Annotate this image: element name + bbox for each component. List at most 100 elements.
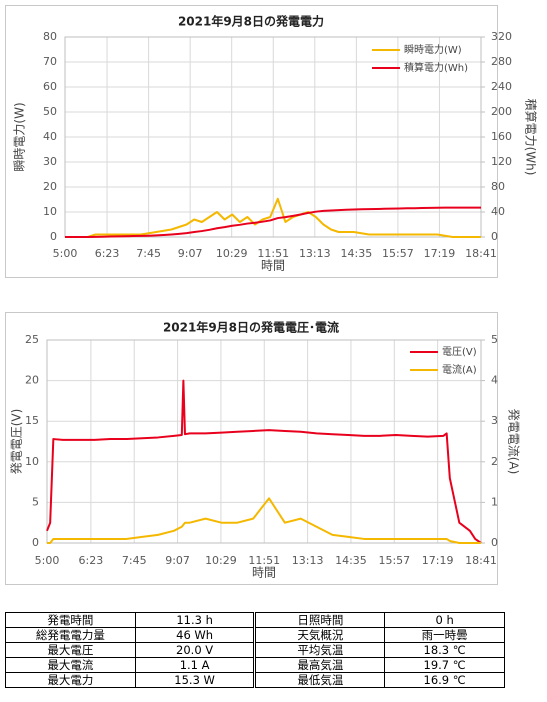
table-cell: 発電時間: [5, 612, 136, 628]
y2-tick-label: 40: [491, 205, 505, 218]
table-cell: 0 h: [384, 612, 505, 628]
table-cell: 最大電力: [5, 672, 136, 688]
table-cell: 最大電圧: [5, 642, 136, 658]
y2-tick-label: 120: [491, 155, 512, 168]
table-cell: 20.0 V: [134, 642, 257, 658]
table-cell: 最低気温: [254, 672, 386, 688]
y-tick-label: 20: [25, 374, 39, 387]
table-cell: 46 Wh: [134, 627, 257, 643]
table-row: 最大電圧 20.0 V 平均気温 18.3 ℃: [5, 642, 505, 658]
y-tick-label: 70: [43, 55, 57, 68]
x-tick-label: 7:45: [136, 247, 161, 260]
table-row: 総発電電力量 46 Wh 天気概況 雨一時曇: [5, 627, 505, 643]
y2-tick-label: 200: [491, 105, 512, 118]
y-tick-label: 80: [43, 30, 57, 43]
x-tick-label: 17:19: [422, 554, 454, 567]
y2-tick-label: 0: [491, 230, 498, 243]
y2-tick-label: 0: [491, 536, 498, 549]
y-axis-label: 発電電圧(V): [10, 409, 24, 475]
x-tick-label: 13:13: [292, 554, 324, 567]
chart-frame: [5, 5, 498, 278]
y2-tick-label: 2: [491, 455, 498, 468]
x-tick-label: 7:45: [122, 554, 147, 567]
table-cell: 日照時間: [254, 612, 386, 628]
y-tick-label: 30: [43, 155, 57, 168]
table-cell: 天気概況: [254, 627, 386, 643]
x-tick-label: 13:13: [299, 247, 331, 260]
y2-tick-label: 1: [491, 495, 498, 508]
y2-axis-label: 積算電力(Wh): [524, 99, 539, 176]
y2-tick-label: 4: [491, 374, 498, 387]
y-tick-label: 15: [25, 414, 39, 427]
x-tick-label: 15:57: [378, 554, 410, 567]
chart-frame: [5, 312, 498, 585]
x-tick-label: 17:19: [424, 247, 456, 260]
plot-frame: [46, 339, 482, 544]
y-tick-label: 25: [25, 333, 39, 346]
x-tick-label: 6:23: [79, 554, 104, 567]
plot-frame: [64, 36, 482, 238]
table-cell: 1.1 A: [134, 657, 257, 673]
legend-label: 電圧(V): [442, 346, 477, 358]
x-axis-label: 時間: [261, 259, 285, 273]
y2-axis-label: 発電電流(A): [507, 409, 521, 475]
y-tick-label: 10: [43, 205, 57, 218]
legend-label: 電流(A): [442, 363, 477, 376]
series-line: [46, 379, 482, 544]
y-tick-label: 0: [50, 230, 57, 243]
x-tick-label: 10:29: [205, 554, 237, 567]
y2-tick-label: 3: [491, 414, 498, 427]
table-row: 発電時間 11.3 h 日照時間 0 h: [5, 612, 505, 628]
y2-tick-label: 5: [491, 333, 498, 346]
summary-table: 発電時間 11.3 h 日照時間 0 h 総発電電力量 46 Wh 天気概況 雨一時曇 最大電圧…: [5, 612, 505, 688]
x-tick-label: 18:41: [465, 247, 497, 260]
x-tick-label: 10:29: [216, 247, 248, 260]
table-cell: 19.7 ℃: [384, 657, 505, 673]
table-cell: 総発電電力量: [5, 627, 136, 643]
y2-tick-label: 280: [491, 55, 512, 68]
table-row: 最大電流 1.1 A 最高気温 19.7 ℃: [5, 657, 505, 673]
table-cell: 最高気温: [254, 657, 386, 673]
chart-title: 2021年9月8日の発電電力: [178, 14, 324, 29]
y-tick-label: 20: [43, 180, 57, 193]
table-row: 最大電力 15.3 W 最低気温 16.9 ℃: [5, 672, 505, 688]
legend-label: 瞬時電力(W): [404, 43, 462, 56]
y-tick-label: 0: [32, 536, 39, 549]
series-line: [65, 197, 481, 238]
y-tick-label: 50: [43, 105, 57, 118]
x-axis-label: 時間: [252, 566, 276, 580]
table-cell: 18.3 ℃: [384, 642, 505, 658]
series-line: [47, 497, 481, 544]
y-tick-label: 5: [32, 495, 39, 508]
x-tick-label: 9:07: [165, 554, 190, 567]
table-cell: 16.9 ℃: [384, 672, 505, 688]
table-cell: 平均気温: [254, 642, 386, 658]
y2-tick-label: 80: [491, 180, 505, 193]
y-tick-label: 40: [43, 130, 57, 143]
y2-tick-label: 240: [491, 80, 512, 93]
x-tick-label: 11:51: [248, 554, 280, 567]
x-tick-label: 5:00: [35, 554, 60, 567]
y-tick-label: 10: [25, 455, 39, 468]
chart-title: 2021年9月8日の発電電圧･電流: [163, 320, 339, 335]
y2-tick-label: 320: [491, 30, 512, 43]
table-cell: 雨一時曇: [384, 627, 505, 643]
y2-tick-label: 160: [491, 130, 512, 143]
x-tick-label: 11:51: [257, 247, 289, 260]
table-cell: 11.3 h: [134, 612, 257, 628]
y-axis-label: 瞬時電力(W): [13, 102, 27, 171]
y-tick-label: 60: [43, 80, 57, 93]
table-cell: 最大電流: [5, 657, 136, 673]
table-cell: 15.3 W: [134, 672, 257, 688]
x-tick-label: 14:35: [335, 554, 367, 567]
series-line: [65, 206, 481, 238]
x-tick-label: 5:00: [53, 247, 78, 260]
x-tick-label: 18:41: [465, 554, 497, 567]
x-tick-label: 6:23: [95, 247, 120, 260]
x-tick-label: 14:35: [341, 247, 373, 260]
charts: 2021年9月8日の発電電力01020304050607080040801201…: [5, 5, 539, 585]
x-tick-label: 15:57: [382, 247, 414, 260]
x-tick-label: 9:07: [178, 247, 203, 260]
legend-label: 積算電力(Wh): [404, 61, 468, 74]
